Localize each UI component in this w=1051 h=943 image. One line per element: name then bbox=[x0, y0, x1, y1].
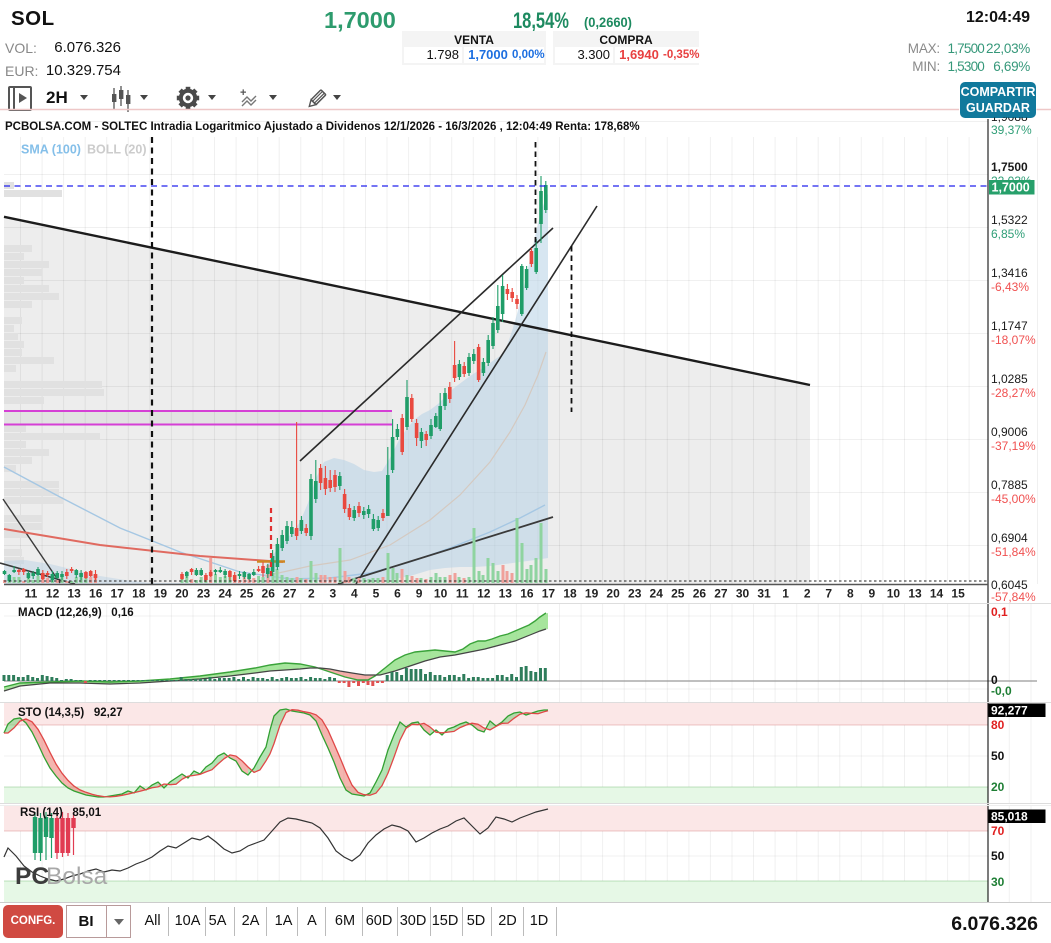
svg-text:0: 0 bbox=[991, 673, 998, 687]
svg-text:13: 13 bbox=[908, 587, 922, 601]
svg-text:30: 30 bbox=[991, 875, 1005, 889]
svg-text:-6,43%: -6,43% bbox=[991, 280, 1029, 294]
svg-text:12: 12 bbox=[477, 587, 491, 601]
svg-text:11: 11 bbox=[25, 587, 38, 601]
svg-text:92,277: 92,277 bbox=[991, 704, 1028, 718]
svg-text:9: 9 bbox=[416, 587, 423, 601]
svg-text:PCBOLSA.COM - SOLTEC Intradia: PCBOLSA.COM - SOLTEC Intradia Logaritmic… bbox=[5, 121, 640, 133]
svg-text:31: 31 bbox=[757, 587, 771, 601]
svg-text:14: 14 bbox=[930, 587, 944, 601]
svg-text:18: 18 bbox=[563, 587, 577, 601]
svg-text:-57,84%: -57,84% bbox=[991, 590, 1036, 604]
svg-text:25: 25 bbox=[671, 587, 685, 601]
svg-text:25: 25 bbox=[240, 587, 254, 601]
svg-text:17: 17 bbox=[542, 587, 556, 601]
svg-text:1,7500: 1,7500 bbox=[991, 160, 1028, 174]
svg-text:+: + bbox=[240, 87, 246, 99]
svg-text:27: 27 bbox=[714, 587, 728, 601]
svg-text:39,37%: 39,37% bbox=[991, 123, 1032, 137]
svg-text:1,1747: 1,1747 bbox=[991, 319, 1028, 333]
svg-text:-37,19%: -37,19% bbox=[991, 439, 1036, 453]
svg-text:6,85%: 6,85% bbox=[991, 227, 1025, 241]
svg-text:RSI (14) 85,01: RSI (14) 85,01 bbox=[20, 807, 102, 819]
svg-text:1,9088: 1,9088 bbox=[991, 110, 1028, 124]
svg-text:13: 13 bbox=[499, 587, 513, 601]
svg-text:10: 10 bbox=[434, 587, 448, 601]
svg-text:24: 24 bbox=[218, 587, 232, 601]
svg-text:85,018: 85,018 bbox=[991, 810, 1028, 824]
svg-text:1,5322: 1,5322 bbox=[991, 213, 1028, 227]
svg-text:-51,84%: -51,84% bbox=[991, 545, 1036, 559]
svg-text:BOLL (20): BOLL (20) bbox=[87, 143, 147, 157]
svg-text:-0,0: -0,0 bbox=[991, 684, 1012, 698]
svg-text:11: 11 bbox=[456, 587, 469, 601]
svg-text:20: 20 bbox=[606, 587, 620, 601]
svg-text:MACD (12,26,9) 0,16: MACD (12,26,9) 0,16 bbox=[18, 607, 134, 619]
svg-text:13: 13 bbox=[67, 587, 81, 601]
svg-text:4: 4 bbox=[351, 587, 358, 601]
svg-text:9: 9 bbox=[868, 587, 875, 601]
svg-text:2: 2 bbox=[308, 587, 315, 601]
svg-text:12: 12 bbox=[46, 587, 60, 601]
svg-text:-28,27%: -28,27% bbox=[991, 386, 1036, 400]
svg-text:26: 26 bbox=[262, 587, 276, 601]
svg-text:0,6045: 0,6045 bbox=[991, 578, 1028, 592]
svg-text:0,7885: 0,7885 bbox=[991, 478, 1028, 492]
svg-text:10: 10 bbox=[887, 587, 901, 601]
svg-text:3: 3 bbox=[329, 587, 336, 601]
svg-text:19: 19 bbox=[585, 587, 599, 601]
svg-text:-45,00%: -45,00% bbox=[991, 492, 1036, 506]
svg-text:16: 16 bbox=[89, 587, 103, 601]
svg-text:1,0285: 1,0285 bbox=[991, 372, 1028, 386]
svg-text:30: 30 bbox=[736, 587, 750, 601]
svg-text:1,7000: 1,7000 bbox=[992, 181, 1030, 195]
svg-text:18: 18 bbox=[132, 587, 146, 601]
svg-text:0,9006: 0,9006 bbox=[991, 425, 1028, 439]
svg-text:5: 5 bbox=[373, 587, 380, 601]
svg-text:PC: PC bbox=[15, 863, 49, 890]
svg-text:1: 1 bbox=[782, 587, 789, 601]
svg-text:20: 20 bbox=[991, 780, 1005, 794]
svg-text:17: 17 bbox=[111, 587, 125, 601]
svg-text:Bolsa: Bolsa bbox=[46, 863, 108, 890]
svg-text:0,6904: 0,6904 bbox=[991, 531, 1028, 545]
svg-text:SMA (100): SMA (100) bbox=[21, 143, 81, 157]
svg-text:7: 7 bbox=[825, 587, 832, 601]
svg-text:15: 15 bbox=[951, 587, 965, 601]
svg-text:0,1: 0,1 bbox=[991, 605, 1008, 619]
svg-text:50: 50 bbox=[991, 849, 1005, 863]
svg-text:70: 70 bbox=[991, 824, 1005, 838]
svg-text:23: 23 bbox=[197, 587, 211, 601]
svg-text:26: 26 bbox=[693, 587, 707, 601]
svg-text:19: 19 bbox=[154, 587, 168, 601]
svg-text:8: 8 bbox=[847, 587, 854, 601]
svg-text:50: 50 bbox=[991, 749, 1005, 763]
svg-text:24: 24 bbox=[650, 587, 664, 601]
svg-text:-18,07%: -18,07% bbox=[991, 333, 1036, 347]
svg-text:1,3416: 1,3416 bbox=[991, 266, 1028, 280]
svg-text:16: 16 bbox=[520, 587, 534, 601]
svg-text:27: 27 bbox=[283, 587, 297, 601]
svg-text:STO (14,3,5) 92,27: STO (14,3,5) 92,27 bbox=[18, 707, 123, 719]
svg-text:23: 23 bbox=[628, 587, 642, 601]
svg-text:6: 6 bbox=[394, 587, 401, 601]
svg-text:80: 80 bbox=[991, 718, 1005, 732]
svg-text:20: 20 bbox=[175, 587, 189, 601]
svg-text:2: 2 bbox=[804, 587, 811, 601]
